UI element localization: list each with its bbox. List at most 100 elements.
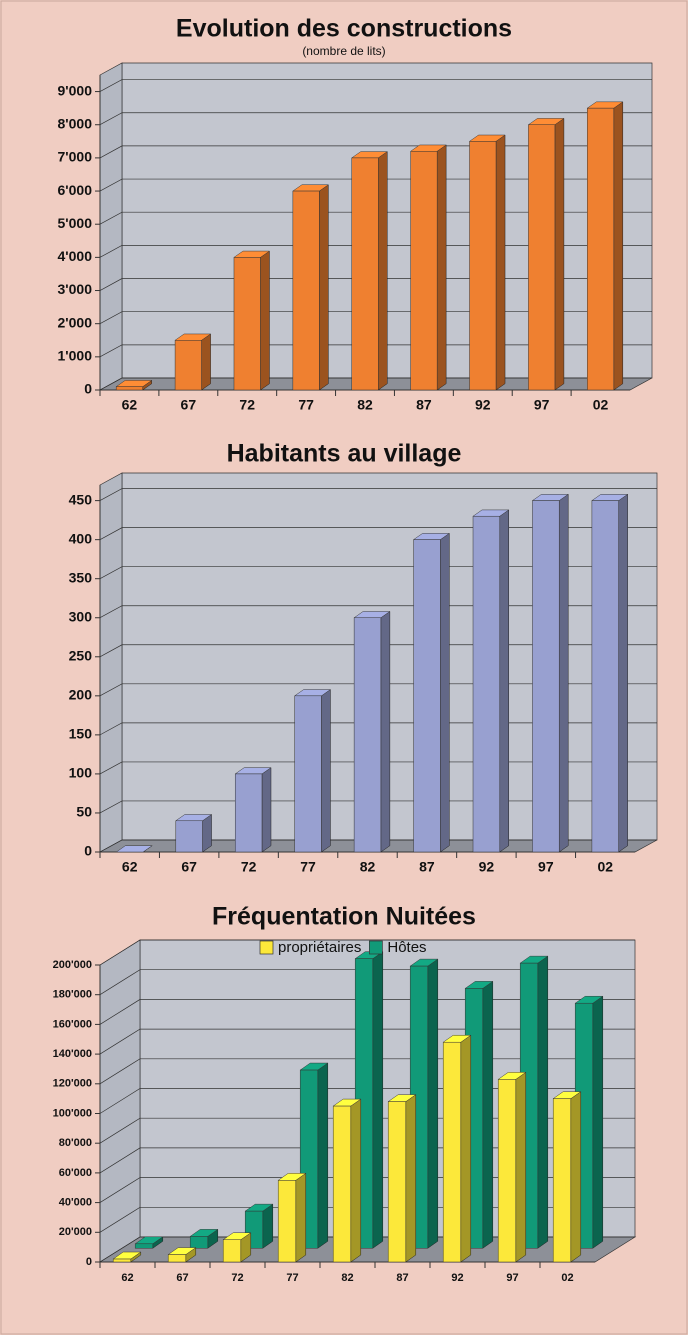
bar-side	[372, 951, 384, 1249]
bar	[167, 1254, 187, 1263]
x-tick-label: 62	[121, 1272, 133, 1284]
bar-side	[380, 610, 391, 853]
bar	[115, 386, 143, 391]
bar-side	[515, 1071, 527, 1263]
chart-subtitle: (nombre de lits)	[302, 44, 385, 58]
bar-side	[427, 958, 439, 1249]
y-tick-label: 250	[69, 647, 93, 663]
x-tick-label: 67	[181, 397, 197, 413]
grid-line	[99, 488, 657, 501]
legend-label: propriétaires	[278, 939, 361, 956]
x-tick-label: 02	[561, 1272, 573, 1284]
y-tick-label: 100'000	[53, 1107, 92, 1119]
bar-side	[592, 995, 604, 1249]
x-tick-label: 02	[593, 397, 609, 413]
y-tick-label: 100	[69, 765, 93, 781]
y-tick-label: 0	[84, 843, 92, 859]
side-wall	[99, 62, 123, 391]
x-tick-label: 87	[416, 397, 432, 413]
bar-side	[537, 955, 549, 1249]
x-tick-label: 02	[597, 859, 613, 875]
y-tick-label: 40'000	[59, 1197, 92, 1209]
y-tick-label: 160'000	[53, 1018, 92, 1030]
bar	[222, 1239, 242, 1263]
bar	[387, 1101, 407, 1263]
legend-swatch	[369, 940, 383, 955]
x-tick-label: 62	[122, 397, 138, 413]
y-tick-label: 1'000	[58, 348, 93, 364]
x-tick-label: 77	[286, 1272, 298, 1284]
y-tick-label: 20'000	[59, 1226, 92, 1238]
y-tick-label: 4'000	[58, 248, 93, 264]
x-tick-label: 77	[298, 397, 314, 413]
y-tick-label: 8'000	[58, 115, 93, 131]
bar	[175, 820, 203, 853]
bar-side	[317, 1062, 329, 1249]
legend-swatch	[259, 940, 274, 955]
bar-side	[262, 1203, 274, 1249]
bar	[351, 157, 379, 391]
grid-line	[99, 939, 635, 966]
x-tick-label: 72	[239, 397, 255, 413]
x-tick-label: 87	[419, 859, 435, 875]
bar-side	[558, 493, 569, 853]
x-tick-label: 77	[300, 859, 316, 875]
bar	[442, 1041, 462, 1263]
y-tick-label: 300	[69, 608, 93, 624]
bar	[469, 141, 497, 391]
bar	[552, 1098, 572, 1263]
y-tick-label: 180'000	[53, 989, 92, 1001]
x-tick-label: 97	[506, 1272, 518, 1284]
bar-side	[570, 1091, 582, 1263]
y-tick-label: 5'000	[58, 215, 93, 231]
bar-side	[440, 532, 450, 853]
grid-line	[99, 79, 652, 92]
y-tick-label: 0	[84, 381, 92, 397]
bar	[353, 617, 382, 853]
bar-side	[295, 1172, 307, 1263]
y-tick-label: 350	[69, 569, 93, 585]
bar-side	[613, 101, 624, 391]
bar	[233, 257, 261, 391]
y-tick-label: 2'000	[58, 314, 93, 330]
x-tick-label: 97	[538, 859, 554, 875]
legend-label: Hôtes	[387, 939, 426, 956]
x-tick-label: 72	[231, 1272, 243, 1284]
y-tick-label: 120'000	[53, 1078, 92, 1090]
x-tick-label: 97	[534, 397, 550, 413]
bar-side	[495, 134, 506, 391]
y-tick-label: 6'000	[58, 182, 93, 198]
chart-title: Evolution des constructions	[176, 15, 512, 43]
bar-side	[350, 1098, 362, 1263]
y-tick-label: 150	[69, 726, 93, 742]
bar-side	[201, 333, 211, 391]
bar	[497, 1079, 517, 1263]
grid-line	[99, 112, 652, 126]
chart-title: Habitants au village	[227, 440, 462, 468]
y-tick-label: 50	[76, 804, 92, 820]
bar-side	[482, 980, 494, 1249]
bar	[472, 515, 501, 853]
x-tick-label: 82	[341, 1272, 353, 1284]
bar-side	[499, 509, 510, 853]
y-tick-label: 140'000	[53, 1048, 92, 1060]
y-tick-label: 450	[69, 491, 93, 507]
bar	[591, 500, 619, 853]
y-tick-label: 0	[86, 1256, 92, 1268]
bar-side	[261, 767, 272, 853]
y-tick-label: 60'000	[59, 1167, 92, 1179]
bar-top	[115, 845, 153, 853]
bar-side	[321, 689, 331, 853]
y-tick-label: 9'000	[58, 82, 93, 98]
bar-side	[460, 1034, 472, 1263]
bar	[332, 1105, 352, 1263]
y-tick-label: 200	[69, 687, 93, 703]
bar-side	[436, 144, 447, 391]
bar-side	[319, 184, 329, 391]
bar-side	[260, 250, 270, 391]
x-tick-label: 92	[475, 397, 491, 413]
bar	[277, 1180, 297, 1263]
bar-side	[405, 1094, 417, 1263]
